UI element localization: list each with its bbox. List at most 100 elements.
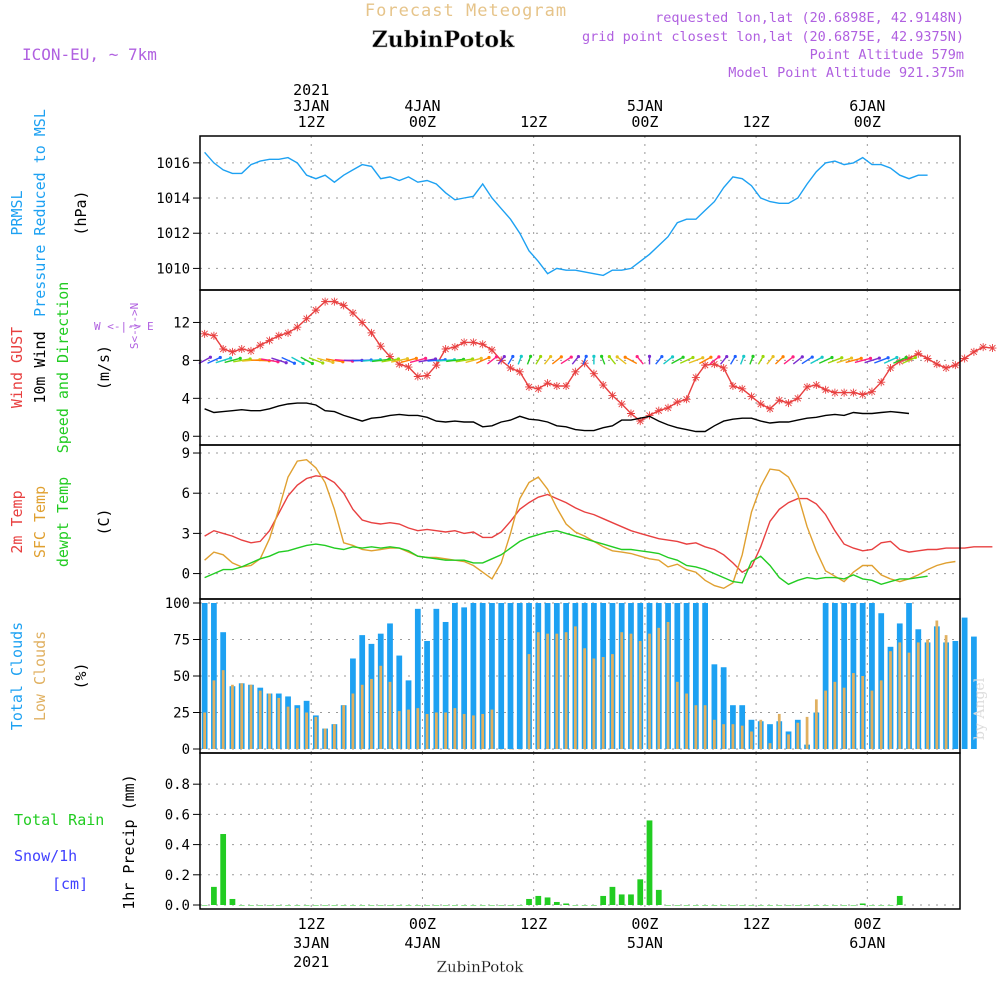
gust-marker [988, 344, 997, 353]
wind-arrow [679, 356, 694, 364]
bar [683, 905, 690, 906]
bar [546, 633, 549, 749]
wind-arrow-head [559, 355, 563, 359]
gust-marker [515, 367, 524, 376]
wind-arrow [271, 357, 287, 364]
wind-arrow [300, 356, 313, 365]
gust-marker [645, 411, 654, 420]
bar [414, 905, 421, 906]
wind-arrow [864, 357, 880, 364]
panel-pressure: 1010 1012 1014 1016 PRMSL Pressure Reduced to… [8, 109, 961, 317]
bar [322, 905, 328, 906]
wind-arrow-head [761, 354, 765, 359]
wind-arrow-head [725, 354, 729, 359]
bar [768, 743, 772, 749]
bar [433, 608, 440, 749]
gust-marker [478, 340, 487, 349]
gust-marker [756, 400, 765, 409]
bottom-time-label: 3JAN [293, 934, 329, 952]
wind-arrow-head [615, 355, 619, 359]
gust-marker [543, 379, 552, 388]
bottom-time-label: 2021 [293, 953, 329, 971]
wind-arrow [854, 357, 871, 364]
wind-arrow-head [820, 355, 824, 359]
bar [850, 905, 857, 906]
bar [257, 905, 264, 906]
axis-label-part: Low Clouds [31, 631, 49, 721]
bar [535, 895, 542, 905]
bar [832, 603, 838, 749]
gust-marker [766, 404, 774, 413]
bar [240, 683, 244, 749]
station-title: ZubinPotok [372, 27, 515, 53]
wind-arrow-head [886, 356, 890, 360]
bar [600, 895, 607, 905]
bar [748, 905, 755, 906]
wind-arrow-head [623, 355, 627, 359]
y-tick-label: 4 [182, 391, 190, 407]
bar [804, 905, 810, 906]
bar [583, 648, 587, 749]
wind-arrow [291, 356, 304, 365]
gust-marker [691, 373, 700, 382]
bar [359, 905, 366, 906]
wind-arrow-head [781, 355, 785, 359]
panel-precip: 0.0 0.2 0.4 0.6 0.8 Total Rain Snow/1h [cm] 1hr … [14, 752, 961, 914]
bar [703, 705, 707, 749]
wind-arrow-head [691, 355, 695, 360]
y-tick-label: 50 [173, 669, 190, 685]
gust-marker [830, 388, 839, 397]
axis-label-part: Speed and Direction [54, 282, 72, 454]
wind-arrow [766, 356, 774, 365]
wind-arrow [251, 359, 270, 362]
wind-arrow [543, 356, 552, 365]
bar [424, 640, 430, 749]
y-tick-label: 9 [182, 446, 190, 462]
bar [655, 889, 662, 905]
wind-arrow [709, 356, 720, 365]
bar [407, 709, 410, 749]
wind-arrow-head [519, 354, 523, 358]
wind-arrow-head [681, 355, 685, 359]
gust-marker [784, 399, 793, 408]
gust-marker [450, 343, 459, 352]
model-label: ICON-EU, ~ 7km [22, 45, 157, 64]
axis-label-part: Pressure Reduced to MSL [31, 109, 49, 317]
bar [629, 633, 633, 749]
wind-arrow-head [751, 354, 755, 358]
bar [555, 633, 559, 749]
gust-marker [877, 378, 886, 387]
bar [563, 903, 569, 905]
bar [869, 603, 875, 749]
bottom-time-label: 12Z [298, 915, 325, 933]
bar [268, 693, 271, 749]
wind-arrow-head [502, 354, 506, 359]
wind-arrow-head [859, 356, 863, 360]
wind-arrow [783, 356, 794, 365]
wind-arrow-head [670, 355, 675, 359]
y-tick-label: 6 [182, 486, 190, 502]
bar [841, 603, 848, 749]
gust-marker [775, 396, 784, 405]
bar [822, 905, 829, 906]
y-tick-label: 0.8 [165, 777, 190, 793]
gust-marker [339, 301, 348, 310]
bar [609, 886, 616, 905]
wind-arrow [446, 358, 464, 363]
gust-marker [942, 363, 951, 372]
bar [692, 603, 699, 749]
wind-arrow [571, 356, 579, 365]
gust-marker [951, 361, 960, 370]
bar [657, 627, 661, 749]
bar [509, 749, 512, 750]
bar [388, 681, 392, 749]
bar [879, 680, 883, 749]
wind-arrow [400, 357, 417, 364]
footer-station: ZubinPotok [437, 958, 525, 976]
gust-marker [617, 400, 626, 409]
gust-marker [589, 369, 598, 378]
bar [692, 905, 699, 906]
y-tick-label: 0.6 [165, 807, 190, 823]
wind-arrow-head [331, 360, 335, 365]
bar [896, 895, 903, 905]
